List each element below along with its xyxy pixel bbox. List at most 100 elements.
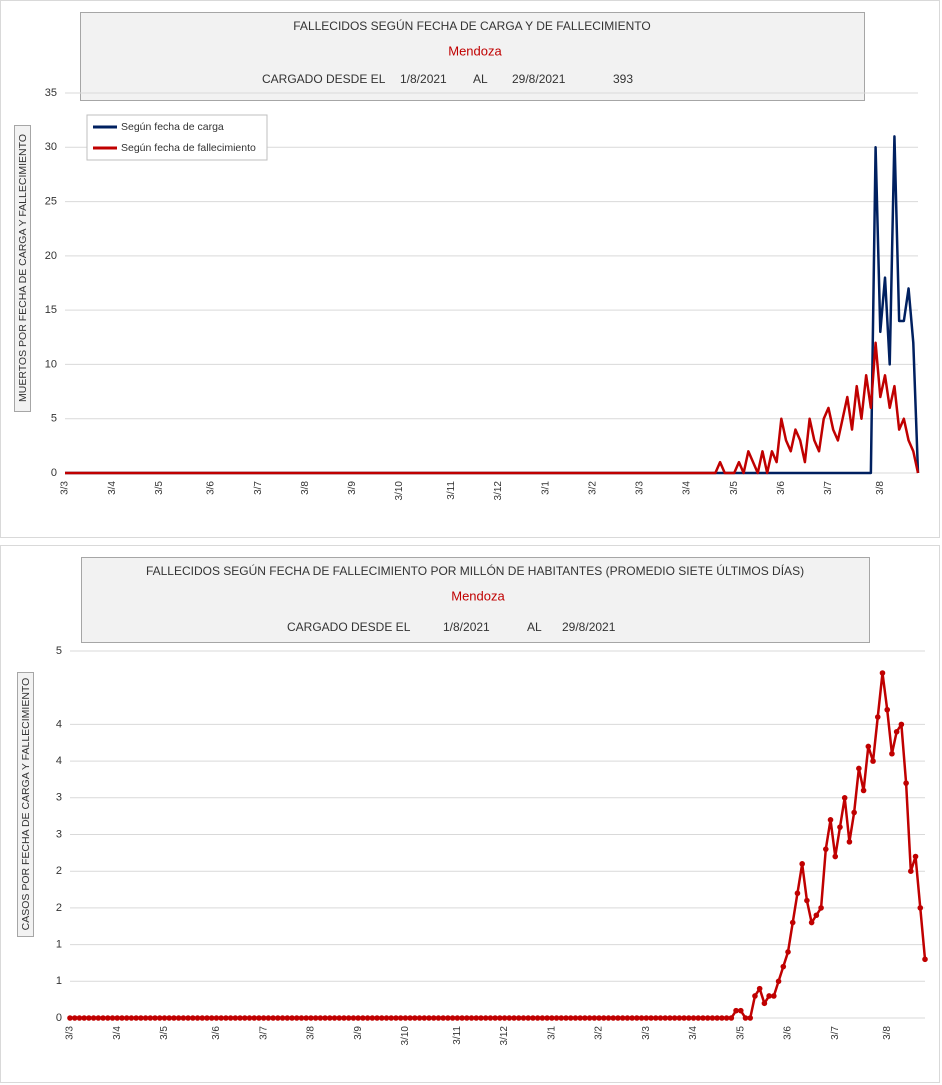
marker [397, 1015, 404, 1021]
x-tick-label: 3/5 [729, 481, 740, 495]
y-tick-label: 1 [56, 975, 62, 987]
x-tick-label: 3/9 [347, 481, 358, 495]
marker [676, 1015, 683, 1021]
x-tick-label: 3/2 [587, 481, 598, 495]
x-tick-label: 3/7 [830, 1026, 841, 1040]
marker [407, 1015, 413, 1021]
y-tick-label: 0 [56, 1012, 62, 1024]
marker [780, 963, 787, 970]
marker [704, 1015, 711, 1021]
marker [289, 1015, 295, 1021]
marker [374, 1015, 380, 1021]
marker [893, 728, 900, 735]
marker [629, 1015, 635, 1021]
x-tick-label: 3/1 [540, 481, 551, 495]
marker [459, 1015, 465, 1021]
x-tick-label: 3/4 [112, 1026, 123, 1040]
chart-title: FALLECIDOS SEGÚN FECHA DE CARGA Y DE FAL… [293, 18, 650, 33]
y-tick-label: 5 [56, 645, 62, 657]
marker [166, 1015, 172, 1021]
x-tick-label: 3/10 [394, 481, 405, 501]
to-date: 29/8/2021 [512, 72, 566, 86]
marker [204, 1015, 210, 1021]
marker [714, 1015, 720, 1021]
marker [180, 1015, 187, 1021]
marker [312, 1015, 319, 1021]
marker [327, 1015, 333, 1021]
x-tick-label: 3/5 [735, 1026, 746, 1040]
loaded-label: CARGADO DESDE EL [287, 620, 411, 634]
x-tick-label: 3/8 [306, 1026, 317, 1040]
y-tick-label: 3 [56, 792, 62, 804]
marker [251, 1015, 258, 1021]
header-box [80, 12, 865, 101]
marker [95, 1015, 102, 1021]
marker [520, 1015, 527, 1021]
marker [591, 1015, 598, 1021]
x-tick-label: 3/11 [452, 1026, 463, 1045]
marker [865, 743, 872, 750]
marker [898, 721, 905, 728]
marker [837, 824, 843, 830]
marker [572, 1015, 579, 1021]
marker [147, 1015, 154, 1021]
marker [86, 1015, 92, 1021]
series-line [65, 341, 920, 475]
marker [501, 1015, 508, 1021]
to-label: AL [527, 620, 542, 634]
marker [586, 1015, 593, 1021]
marker [563, 1015, 569, 1021]
marker [775, 978, 782, 985]
marker [804, 897, 810, 904]
marker [232, 1015, 239, 1021]
from-date: 1/8/2021 [443, 620, 490, 634]
marker [582, 1015, 588, 1021]
marker [421, 1015, 428, 1021]
marker [908, 868, 914, 874]
marker [76, 1015, 83, 1021]
marker [856, 765, 862, 772]
marker [67, 1015, 73, 1021]
y-tick-label: 4 [56, 718, 62, 730]
marker [308, 1015, 314, 1021]
y-tick-label: 3 [56, 828, 62, 840]
from-date: 1/8/2021 [400, 72, 447, 86]
marker [473, 1015, 480, 1021]
marker [492, 1015, 498, 1021]
marker [832, 853, 839, 860]
marker [638, 1015, 645, 1021]
marker [549, 1015, 555, 1021]
y-tick-label: 25 [45, 195, 57, 207]
marker [671, 1015, 678, 1021]
x-tick-label: 3/5 [154, 481, 165, 495]
marker [161, 1015, 168, 1021]
x-tick-label: 3/6 [206, 481, 217, 495]
chart-title: FALLECIDOS SEGÚN FECHA DE FALLECIMIENTO … [146, 563, 804, 578]
marker [827, 817, 834, 823]
x-tick-label: 3/7 [258, 1026, 269, 1040]
marker [652, 1015, 659, 1021]
marker [364, 1015, 371, 1021]
marker [152, 1015, 158, 1021]
marker [454, 1015, 461, 1021]
marker [241, 1015, 248, 1021]
marker [336, 1015, 343, 1021]
marker [728, 1015, 735, 1021]
y-tick-label: 0 [51, 467, 57, 479]
marker [317, 1015, 324, 1021]
marker [430, 1015, 437, 1021]
x-tick-label: 3/4 [688, 1026, 699, 1040]
marker [171, 1015, 177, 1021]
x-tick-label: 3/3 [65, 1026, 76, 1040]
total: 393 [613, 72, 633, 86]
marker [463, 1015, 470, 1021]
x-tick-label: 3/3 [635, 481, 646, 495]
y-tick-label: 35 [45, 87, 57, 99]
marker [789, 919, 796, 926]
y-tick-label: 30 [45, 141, 57, 153]
marker [756, 985, 763, 992]
x-tick-label: 3/6 [783, 1026, 794, 1040]
header-box [81, 557, 870, 643]
y-tick-label: 20 [45, 250, 57, 262]
marker [416, 1015, 423, 1021]
